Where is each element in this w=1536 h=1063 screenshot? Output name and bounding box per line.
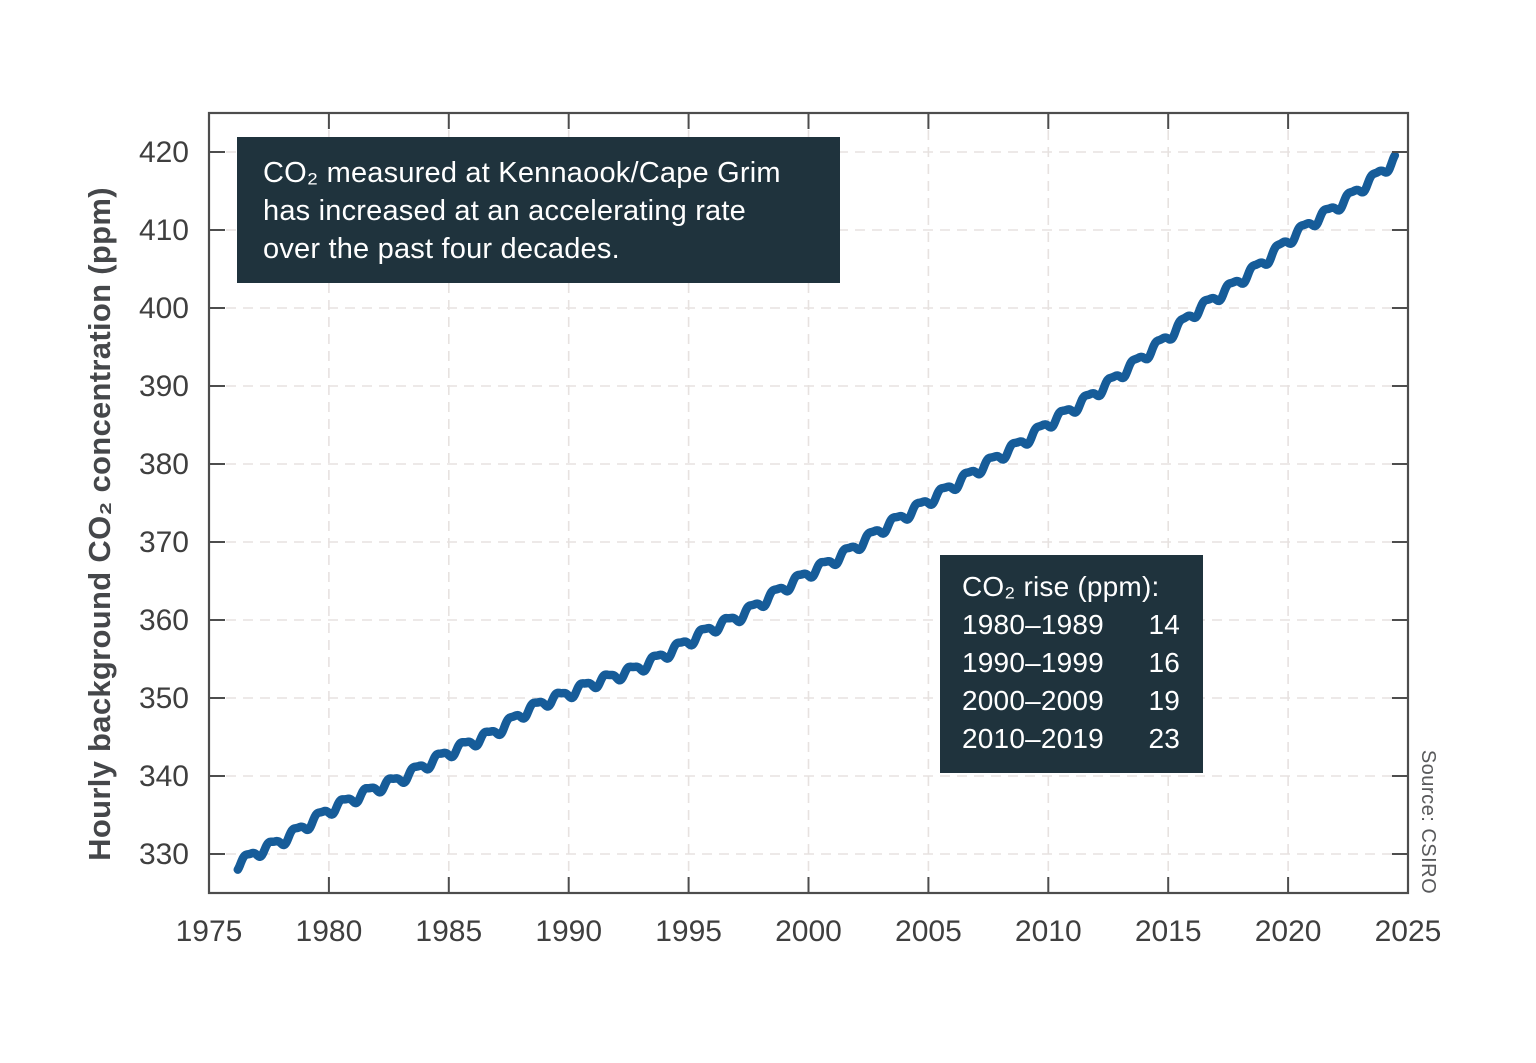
co2-rise-period: 2000–2009 xyxy=(962,685,1104,716)
y-tick-label: 390 xyxy=(139,370,189,403)
y-tick-label: 410 xyxy=(139,214,189,247)
x-tick-label: 1975 xyxy=(176,915,243,948)
co2-rise-value: 23 xyxy=(1148,723,1180,754)
y-axis-title: Hourly background CO₂ concentration (ppm… xyxy=(82,187,117,861)
x-tick-label: 1980 xyxy=(296,915,363,948)
x-tick-label: 2025 xyxy=(1375,915,1442,948)
co2-rise-table-title: CO₂ rise (ppm): xyxy=(962,571,1160,602)
co2-rise-period: 1990–1999 xyxy=(962,647,1104,678)
co2-rise-value: 14 xyxy=(1148,609,1180,640)
co2-rise-value: 16 xyxy=(1148,647,1180,678)
x-tick-label: 2015 xyxy=(1135,915,1202,948)
x-tick-label: 2000 xyxy=(775,915,842,948)
co2-trend-line xyxy=(233,151,1400,874)
co2-rise-row: 2000–2009 19 xyxy=(962,682,1180,720)
headline-line: over the past four decades. xyxy=(263,233,620,265)
co2-rise-period: 2010–2019 xyxy=(962,723,1104,754)
headline-line: has increased at an accelerating rate xyxy=(263,195,746,227)
co2-rise-row: 1990–1999 16 xyxy=(962,644,1180,682)
y-tick-label: 370 xyxy=(139,526,189,559)
x-tick-label: 2010 xyxy=(1015,915,1082,948)
x-tick-label: 2020 xyxy=(1255,915,1322,948)
co2-rise-row: 1980–1989 14 xyxy=(962,606,1180,644)
y-tick-label: 360 xyxy=(139,604,189,637)
co2-rise-value: 19 xyxy=(1148,685,1180,716)
y-tick-label: 400 xyxy=(139,292,189,325)
co2-concentration-line xyxy=(233,151,1400,874)
y-tick-label: 340 xyxy=(139,760,189,793)
headline-annotation: CO₂ measured at Kennaook/Cape Grim has i… xyxy=(237,137,840,283)
source-credit: Source: CSIRO xyxy=(1417,749,1439,895)
x-tick-label: 1985 xyxy=(415,915,482,948)
co2-rise-row: 2010–2019 23 xyxy=(962,720,1180,758)
x-tick-label: 2005 xyxy=(895,915,962,948)
headline-line: CO₂ measured at Kennaook/Cape Grim xyxy=(263,157,781,189)
co2-rise-table: CO₂ rise (ppm): 1980–1989 14 1990–1999 1… xyxy=(940,555,1203,773)
axis-tick-labels: 1975 1980 1985 1990 1995 2000 2005 2010 2015 2020… xyxy=(139,136,1441,948)
y-tick-label: 420 xyxy=(139,136,189,169)
co2-rise-period: 1980–1989 xyxy=(962,609,1104,640)
y-tick-label: 350 xyxy=(139,682,189,715)
x-tick-label: 1990 xyxy=(535,915,602,948)
x-tick-label: 1995 xyxy=(655,915,722,948)
y-tick-label: 380 xyxy=(139,448,189,481)
y-tick-label: 330 xyxy=(139,838,189,871)
axis-ticks xyxy=(208,113,1409,893)
